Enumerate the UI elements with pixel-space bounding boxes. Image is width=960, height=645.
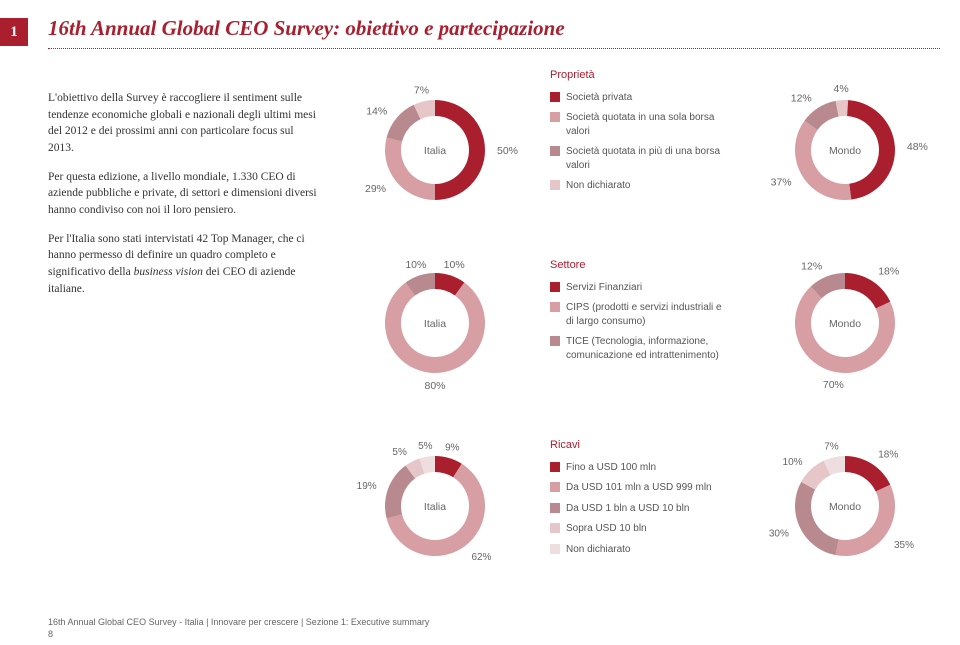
- svg-text:10%: 10%: [783, 457, 803, 468]
- legend-item: Servizi Finanziari: [550, 281, 730, 295]
- legend-label: Da USD 101 mln a USD 999 mln: [566, 481, 712, 495]
- legend-item: Non dichiarato: [550, 179, 720, 193]
- swatch: [550, 503, 560, 513]
- legend-label: Da USD 1 bln a USD 10 bln: [566, 502, 689, 516]
- legend-label: TICE (Tecnologia, informazione, comunica…: [566, 335, 730, 362]
- legend-item: Società quotata in più di una borsa valo…: [550, 145, 720, 172]
- page-number: 8: [48, 629, 53, 639]
- legend-title-settore: Settore: [550, 258, 730, 273]
- svg-text:Italia: Italia: [424, 501, 446, 513]
- svg-text:7%: 7%: [824, 441, 839, 452]
- svg-text:48%: 48%: [907, 141, 928, 153]
- svg-text:29%: 29%: [365, 183, 386, 195]
- swatch: [550, 523, 560, 533]
- swatch: [550, 544, 560, 554]
- footer-text: 16th Annual Global CEO Survey - Italia |…: [48, 617, 429, 627]
- svg-text:19%: 19%: [357, 481, 377, 492]
- legend-label: Società privata: [566, 91, 632, 105]
- svg-text:5%: 5%: [418, 441, 433, 452]
- swatch: [550, 112, 560, 122]
- legend-item: CIPS (prodotti e servizi industriali e d…: [550, 301, 730, 328]
- donut-mondo-settore: 18% 70% 12% Mondo: [750, 235, 940, 405]
- legend-ricavi: Ricavi Fino a USD 100 mln Da USD 101 mln…: [550, 438, 730, 563]
- swatch: [550, 146, 560, 156]
- svg-text:10%: 10%: [405, 259, 426, 271]
- legend-item: Società quotata in una sola borsa valori: [550, 111, 720, 138]
- donut-italia-proprieta: 50% 29% 14% 7% Italia: [340, 62, 530, 232]
- swatch: [550, 482, 560, 492]
- legend-item: Società privata: [550, 91, 720, 105]
- svg-text:35%: 35%: [894, 540, 914, 551]
- svg-text:5%: 5%: [392, 447, 407, 458]
- swatch: [550, 336, 560, 346]
- svg-text:30%: 30%: [769, 528, 789, 539]
- svg-text:14%: 14%: [366, 105, 387, 117]
- donut-mondo-ricavi: 18% 35% 30% 10% 7% Mondo: [750, 418, 940, 588]
- intro-text: L'obiettivo della Survey è raccogliere i…: [48, 90, 318, 309]
- legend-settore: Settore Servizi Finanziari CIPS (prodott…: [550, 258, 730, 369]
- legend-item: Non dichiarato: [550, 543, 730, 557]
- legend-label: CIPS (prodotti e servizi industriali e d…: [566, 301, 730, 328]
- legend-title-ricavi: Ricavi: [550, 438, 730, 453]
- svg-text:Mondo: Mondo: [829, 145, 861, 157]
- svg-text:Mondo: Mondo: [829, 318, 861, 330]
- swatch: [550, 302, 560, 312]
- p3-italic: business vision: [134, 266, 203, 278]
- svg-text:7%: 7%: [414, 84, 429, 96]
- donut-mondo-proprieta: 48% 37% 12% 4% Mondo: [750, 62, 940, 232]
- legend-item: Fino a USD 100 mln: [550, 461, 730, 475]
- svg-text:Italia: Italia: [424, 145, 446, 157]
- divider: [48, 48, 940, 49]
- svg-text:50%: 50%: [497, 145, 518, 157]
- svg-text:4%: 4%: [834, 83, 849, 95]
- donut-italia-settore: 10% 80% 10% Italia: [340, 235, 530, 405]
- legend-label: Servizi Finanziari: [566, 281, 642, 295]
- svg-text:18%: 18%: [878, 450, 898, 461]
- paragraph-1: L'obiettivo della Survey è raccogliere i…: [48, 90, 318, 157]
- svg-text:Mondo: Mondo: [829, 501, 861, 513]
- svg-text:62%: 62%: [471, 552, 491, 563]
- swatch: [550, 180, 560, 190]
- legend-item: Da USD 101 mln a USD 999 mln: [550, 481, 730, 495]
- legend-label: Società quotata in più di una borsa valo…: [566, 145, 720, 172]
- legend-item: Da USD 1 bln a USD 10 bln: [550, 502, 730, 516]
- legend-label: Società quotata in una sola borsa valori: [566, 111, 720, 138]
- legend-proprieta: Proprietà Società privata Società quotat…: [550, 68, 720, 200]
- paragraph-3: Per l'Italia sono stati intervistati 42 …: [48, 231, 318, 298]
- legend-label: Sopra USD 10 bln: [566, 522, 647, 536]
- donut-italia-ricavi: 9% 62% 19% 5% 5% Italia: [340, 418, 530, 588]
- page-title: 16th Annual Global CEO Survey: obiettivo…: [48, 16, 565, 41]
- legend-label: Non dichiarato: [566, 179, 630, 193]
- svg-text:37%: 37%: [771, 177, 792, 189]
- svg-text:18%: 18%: [878, 266, 899, 278]
- svg-text:80%: 80%: [424, 380, 445, 392]
- legend-label: Non dichiarato: [566, 543, 630, 557]
- swatch: [550, 92, 560, 102]
- svg-text:12%: 12%: [791, 93, 812, 105]
- swatch: [550, 462, 560, 472]
- svg-text:9%: 9%: [445, 442, 460, 453]
- svg-text:12%: 12%: [801, 260, 822, 272]
- paragraph-2: Per questa edizione, a livello mondiale,…: [48, 169, 318, 219]
- legend-title-proprieta: Proprietà: [550, 68, 720, 83]
- section-tab: 1: [0, 18, 28, 46]
- legend-label: Fino a USD 100 mln: [566, 461, 656, 475]
- legend-item: TICE (Tecnologia, informazione, comunica…: [550, 335, 730, 362]
- swatch: [550, 282, 560, 292]
- svg-text:Italia: Italia: [424, 318, 446, 330]
- legend-item: Sopra USD 10 bln: [550, 522, 730, 536]
- svg-text:10%: 10%: [444, 259, 465, 271]
- svg-text:70%: 70%: [823, 379, 844, 391]
